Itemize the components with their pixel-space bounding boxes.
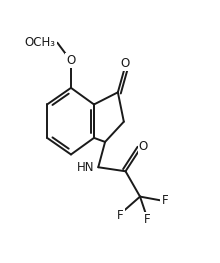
Text: F: F bbox=[117, 209, 124, 222]
Text: O: O bbox=[139, 140, 148, 154]
Text: OCH₃: OCH₃ bbox=[25, 36, 56, 49]
Text: F: F bbox=[143, 213, 150, 226]
Text: O: O bbox=[66, 54, 76, 67]
Text: F: F bbox=[161, 194, 168, 207]
Text: O: O bbox=[120, 57, 129, 70]
Text: HN: HN bbox=[77, 161, 94, 174]
